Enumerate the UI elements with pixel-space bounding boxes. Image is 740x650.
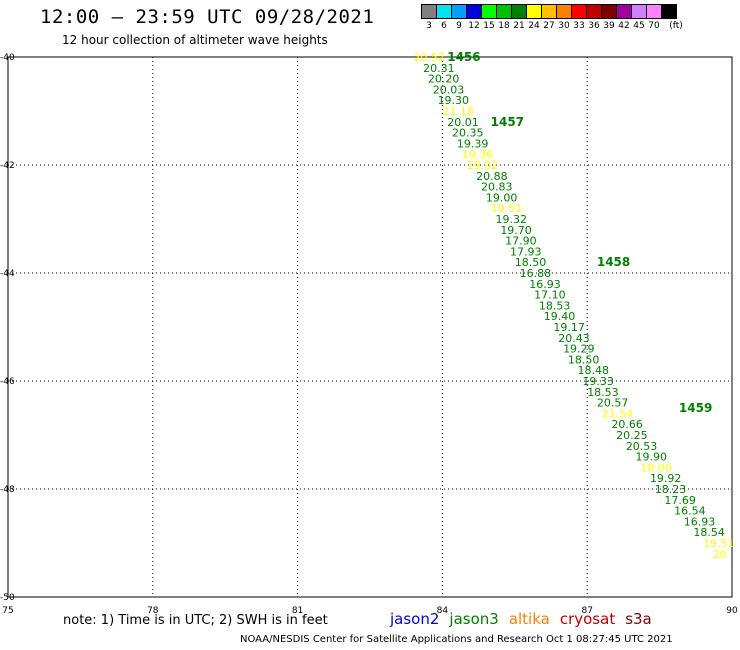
swh-value: 18.00 [640,461,672,474]
swh-value: 19.39 [457,137,489,150]
swh-value: 19.33 [582,375,614,388]
legend-label: 15 [483,21,495,31]
lon-tick-label: 78 [147,606,159,616]
swh-value: 20.83 [481,181,512,194]
legend-label: 39 [603,21,615,31]
satellite-label-altika: altika [508,610,550,628]
legend-label: 12 [468,21,480,31]
swh-value: 19.32 [495,213,527,226]
footer-note: note: 1) Time is in UTC; 2) SWH is in fe… [63,613,328,628]
lon-tick-label: 81 [292,606,303,616]
pass-time-label: 1459 [679,401,712,415]
legend-label: 3 [426,21,432,31]
legend-swatches [421,4,677,19]
swh-value: 18.23 [655,483,687,496]
swh-value: 20.31 [423,62,455,75]
swh-value: 20.01 [447,116,479,129]
swh-value: 20.35 [452,127,484,140]
swh-value: 19.70 [500,224,532,237]
swh-value: 18.50 [515,256,547,269]
lat-tick-label: -50 [0,593,15,603]
swh-value: 20.53 [626,440,658,453]
swh-value: 20.66 [611,418,643,431]
satellite-label-jason3: jason3 [449,610,499,628]
satellite-label-cryosat: cryosat [559,610,616,628]
swh-value: 19.51 [703,537,735,550]
swh-value: 19.29 [563,343,595,356]
legend-label: 6 [441,21,447,31]
legend-label: 21 [513,21,525,31]
color-legend: 3 6 9 12 15 18 21 24 27 30 33 36 39 42 45 70 (ft) [421,4,683,31]
legend-label: 70 [648,21,660,31]
legend-labels: 3 6 9 12 15 18 21 24 27 30 33 36 39 42 45 70 (ft) [421,19,683,31]
swh-value: 16.54 [674,505,706,518]
swh-value: 17.93 [510,245,542,258]
swh-value: 16.93 [529,278,561,291]
satellite-label-jason2: jason2 [390,610,440,628]
swh-value: 19.92 [650,472,682,485]
legend-label: 33 [573,21,585,31]
swh-value: 19.02 [467,159,499,172]
swh-value: 18.50 [568,353,600,366]
swh-value: 21.18 [442,105,474,118]
swh-value: 20.52 [413,51,445,64]
pass-time-label: 1457 [491,115,524,129]
swh-value: 18.48 [578,364,610,377]
legend-label: 18 [498,21,510,31]
chart-subtitle: 12 hour collection of altimeter wave hei… [62,33,328,47]
swh-value: 19.17 [553,321,585,334]
swh-value: 20.88 [476,170,508,183]
swh-value: 19.40 [544,310,576,323]
swh-value: 19.51 [491,202,522,215]
pass-time-label: 1456 [447,50,480,64]
legend-label: 45 [633,21,645,31]
swh-value: 19.00 [486,191,517,204]
legend-label: 24 [528,21,540,31]
lat-tick-label: -46 [0,377,15,387]
swh-value: 18.53 [587,386,619,399]
swh-value: 16.88 [520,267,552,280]
swh-value: 20.25 [616,429,648,442]
swh-value: 17.90 [505,235,537,248]
legend-label: 42 [618,21,630,31]
lat-tick-label: -40 [0,53,15,63]
swh-value: 20 [713,548,727,561]
credit-line: NOAA/NESDIS Center for Satellite Applica… [240,634,673,645]
satellite-legend: jason2 jason3 altika cryosat s3a [390,610,662,628]
swh-value: 20.57 [597,397,629,410]
lon-tick-label: 87 [581,606,592,616]
swh-value: 19.90 [635,451,667,464]
swh-value: 18.53 [539,299,571,312]
lat-tick-label: -44 [0,269,15,279]
legend-label: 30 [558,21,570,31]
chart-title: 12:00 — 23:59 UTC 09/28/2021 [40,6,375,28]
legend-swatch [661,4,677,19]
lon-tick-label: 90 [726,606,738,616]
swh-value: 20.20 [428,73,460,86]
swh-value: 18.54 [693,526,725,539]
legend-unit: (ft) [669,21,683,31]
swh-value: 19.36 [462,148,494,161]
swh-value: 17.69 [664,494,696,507]
lon-tick-label: 75 [2,606,13,616]
swh-value: 20.43 [558,332,590,345]
lon-tick-label: 84 [437,606,449,616]
swh-value: 21.54 [602,407,634,420]
legend-label: 36 [588,21,600,31]
swh-value: 19.30 [438,94,470,107]
legend-label: 27 [543,21,555,31]
map-frame [7,56,733,598]
legend-label: 9 [456,21,462,31]
swh-value: 16.93 [684,515,716,528]
pass-time-label: 1458 [597,255,630,269]
lat-tick-label: -42 [0,161,15,171]
satellite-label-s3a: s3a [625,610,652,628]
lat-tick-label: -48 [0,485,15,495]
swh-value: 17.10 [534,289,566,302]
swh-value: 20.03 [433,83,465,96]
